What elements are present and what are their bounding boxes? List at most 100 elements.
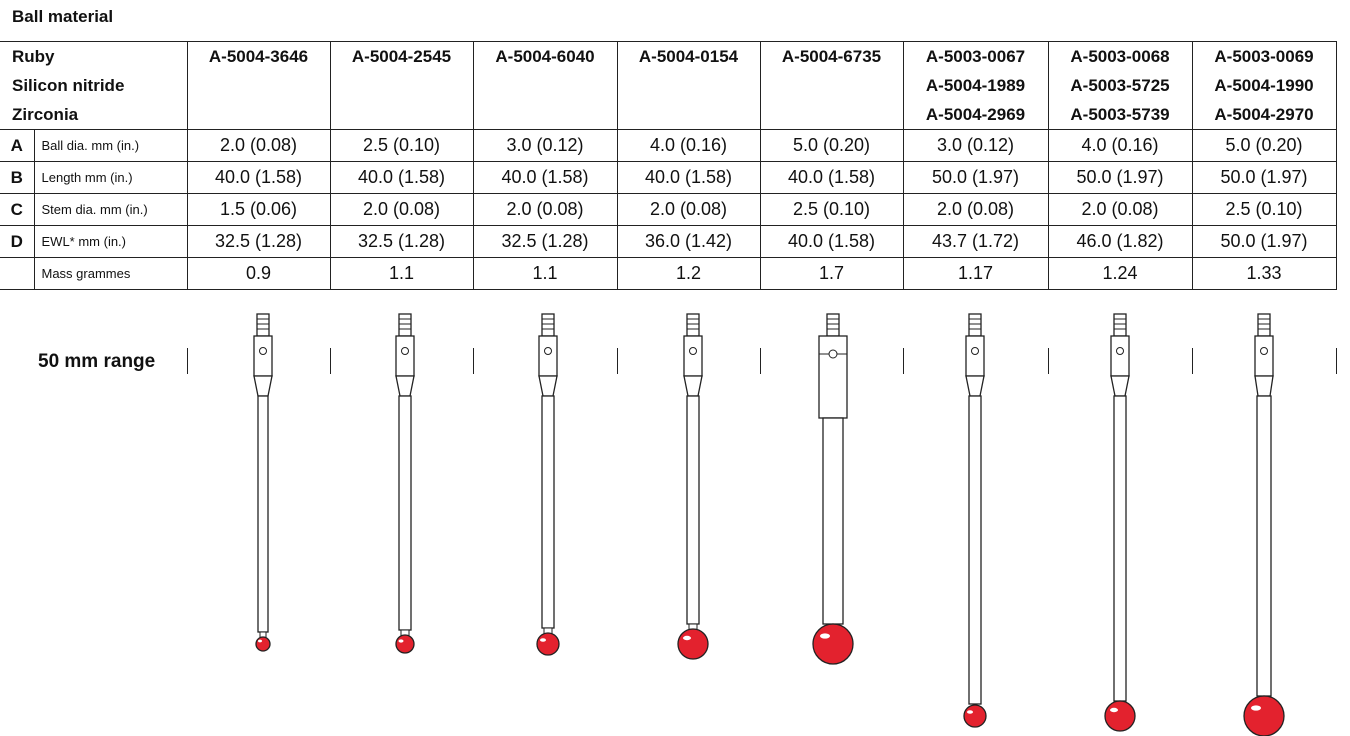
- property-letter: B: [0, 161, 35, 194]
- part-number: [759, 100, 904, 130]
- part-number: [616, 71, 761, 100]
- part-number: [186, 100, 331, 130]
- material-zirconia: Zirconia: [0, 100, 188, 130]
- part-number-row: Ruby A-5004-3646 A-5004-2545 A-5004-6040…: [0, 41, 1337, 71]
- body: [253, 335, 273, 377]
- table-cell: 2.0 (0.08): [616, 193, 761, 226]
- property-letter: D: [0, 225, 35, 258]
- table-cell: 40.0 (1.58): [616, 161, 761, 194]
- part-number: [472, 100, 618, 130]
- table-cell: 3.0 (0.12): [472, 129, 618, 162]
- part-number: [616, 100, 761, 130]
- stylus-illustration: [1104, 313, 1136, 732]
- part-number: A-5004-6040: [472, 41, 618, 71]
- material-silicon-nitride: Silicon nitride: [0, 71, 188, 100]
- table-cell: 46.0 (1.82): [1047, 225, 1193, 258]
- part-number: A-5003-5739: [1047, 100, 1193, 130]
- table-cell: 2.0 (0.08): [472, 193, 618, 226]
- stylus-illustration: [395, 313, 415, 654]
- property-label: Mass grammes: [33, 257, 188, 290]
- table-cell: 40.0 (1.58): [329, 161, 474, 194]
- table-cell: 5.0 (0.20): [759, 129, 904, 162]
- part-number: A-5004-1989: [902, 71, 1049, 100]
- table-cell: 32.5 (1.28): [186, 225, 331, 258]
- part-number: A-5004-3646: [186, 41, 331, 71]
- part-number: A-5004-2970: [1191, 100, 1337, 130]
- property-letter: [0, 257, 35, 290]
- table-cell: 1.24: [1047, 257, 1193, 290]
- table-cell: 2.5 (0.10): [329, 129, 474, 162]
- column-divider: [617, 348, 618, 374]
- table-cell: 40.0 (1.58): [186, 161, 331, 194]
- stylus-illustration: [253, 313, 273, 652]
- table-cell: 4.0 (0.16): [616, 129, 761, 162]
- table-cell: 50.0 (1.97): [1191, 161, 1337, 194]
- table-caption: Ball material: [12, 7, 114, 26]
- property-label: EWL* mm (in.): [33, 225, 188, 258]
- column-divider: [187, 348, 188, 374]
- part-number: [472, 71, 618, 100]
- part-number-row: Zirconia A-5004-2969 A-5003-5739 A-5004-…: [0, 100, 1337, 130]
- table-cell: 50.0 (1.97): [1047, 161, 1193, 194]
- ball: [255, 636, 271, 652]
- table-cell: 40.0 (1.58): [472, 161, 618, 194]
- table-cell: 1.7: [759, 257, 904, 290]
- stylus-illustration: [1243, 313, 1285, 736]
- table-cell: 2.0 (0.08): [902, 193, 1049, 226]
- stem: [257, 395, 269, 633]
- table-cell: 1.1: [472, 257, 618, 290]
- part-number: [186, 71, 331, 100]
- property-row-mass: Mass grammes 0.9 1.1 1.1 1.2 1.7 1.17 1.…: [0, 257, 1337, 290]
- table-cell: 2.0 (0.08): [1047, 193, 1193, 226]
- table-cell: 43.7 (1.72): [902, 225, 1049, 258]
- property-row-stem-diameter: C Stem dia. mm (in.) 1.5 (0.06) 2.0 (0.0…: [0, 193, 1337, 226]
- part-number: A-5004-2545: [329, 41, 474, 71]
- range-label: 50 mm range: [38, 351, 156, 372]
- part-number: [329, 100, 474, 130]
- part-number: A-5004-0154: [616, 41, 761, 71]
- stylus-spec-table: Ruby A-5004-3646 A-5004-2545 A-5004-6040…: [0, 41, 1337, 290]
- part-number: A-5003-5725: [1047, 71, 1193, 100]
- part-number: A-5003-0069: [1191, 41, 1337, 71]
- column-divider: [330, 348, 331, 374]
- stylus-illustration: [536, 313, 560, 656]
- column-divider: [1336, 348, 1337, 374]
- property-row-ewl: D EWL* mm (in.) 32.5 (1.28) 32.5 (1.28) …: [0, 225, 1337, 258]
- table-cell: 50.0 (1.97): [1191, 225, 1337, 258]
- column-divider: [903, 348, 904, 374]
- property-label: Length mm (in.): [33, 161, 188, 194]
- stylus-illustration: [677, 313, 709, 660]
- table-cell: 3.0 (0.12): [902, 129, 1049, 162]
- table-cell: 1.5 (0.06): [186, 193, 331, 226]
- table-cell: 2.5 (0.10): [759, 193, 904, 226]
- table-cell: 2.5 (0.10): [1191, 193, 1337, 226]
- table-cell: 1.33: [1191, 257, 1337, 290]
- part-number: A-5003-0068: [1047, 41, 1193, 71]
- table-cell: 2.0 (0.08): [186, 129, 331, 162]
- part-number: [759, 71, 904, 100]
- property-label: Stem dia. mm (in.): [33, 193, 188, 226]
- property-letter: A: [0, 129, 35, 162]
- thread: [256, 313, 270, 337]
- table-cell: 36.0 (1.42): [616, 225, 761, 258]
- table-cell: 1.17: [902, 257, 1049, 290]
- table-cell: 50.0 (1.97): [902, 161, 1049, 194]
- table-cell: 1.2: [616, 257, 761, 290]
- part-number: A-5004-1990: [1191, 71, 1337, 100]
- table-cell: 2.0 (0.08): [329, 193, 474, 226]
- table-cell: 40.0 (1.58): [759, 161, 904, 194]
- table-cell: 5.0 (0.20): [1191, 129, 1337, 162]
- table-cell: 4.0 (0.16): [1047, 129, 1193, 162]
- table-cell: 0.9: [186, 257, 331, 290]
- stylus-illustration: [963, 313, 987, 728]
- property-row-length: B Length mm (in.) 40.0 (1.58) 40.0 (1.58…: [0, 161, 1337, 194]
- column-divider: [473, 348, 474, 374]
- part-number: A-5004-6735: [759, 41, 904, 71]
- column-divider: [1192, 348, 1193, 374]
- column-divider: [760, 348, 761, 374]
- stylus-illustration: [812, 313, 854, 665]
- property-letter: C: [0, 193, 35, 226]
- part-number: A-5003-0067: [902, 41, 1049, 71]
- part-number-row: Silicon nitride A-5004-1989 A-5003-5725 …: [0, 71, 1337, 100]
- table-cell: 1.1: [329, 257, 474, 290]
